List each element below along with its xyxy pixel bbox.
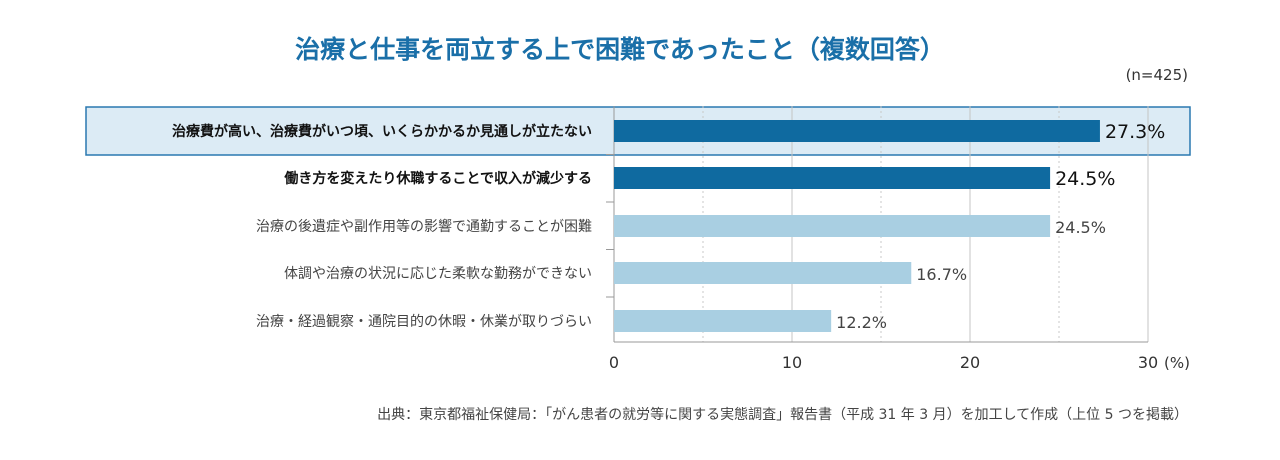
bar-chart: 治療費が高い、治療費がいつ頃、いくらかかるか見通しが立たない 27.3% 働き方を変… (85, 106, 1191, 372)
x-tick-label: 0 (609, 353, 619, 372)
value-label: 24.5% (1055, 218, 1106, 237)
x-tick-label: 10 (782, 353, 802, 372)
value-label: 12.2% (836, 313, 887, 332)
sample-size-note: (n=425) (1125, 66, 1188, 84)
bar (614, 310, 832, 332)
category-label: 体調や治療の状況に応じた柔軟な勤務ができない (284, 265, 592, 282)
bar (614, 215, 1051, 237)
category-label: 治療の後遺症や副作用等の影響で通勤することが困難 (256, 218, 592, 235)
x-tick-label: 30 (1138, 353, 1158, 372)
source-note: 出典：東京都福祉保健局：「がん患者の就労等に関する実態調査」報告書（平成 31 … (377, 407, 1188, 423)
value-label: 27.3% (1105, 121, 1165, 143)
bar (614, 262, 912, 284)
category-label: 治療・経過観察・通院目的の休暇・休業が取りづらい (256, 313, 592, 330)
chart-title: 治療と仕事を両立する上で困難であったこと（複数回答） (295, 35, 945, 64)
category-label: 働き方を変えたり休職することで収入が減少する (283, 170, 592, 187)
bar (614, 167, 1051, 189)
bar (614, 120, 1100, 142)
x-axis-unit-label: (%) (1164, 354, 1190, 372)
category-label: 治療費が高い、治療費がいつ頃、いくらかかるか見通しが立たない (172, 123, 592, 140)
x-tick-label: 20 (960, 353, 980, 372)
value-label: 24.5% (1055, 168, 1115, 190)
value-label: 16.7% (916, 265, 967, 284)
